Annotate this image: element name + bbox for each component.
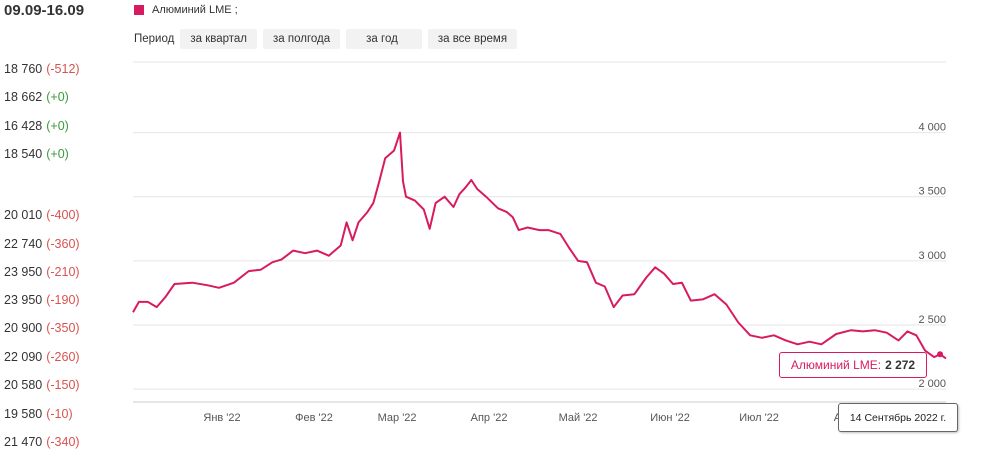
x-tick-label: Янв '22 — [203, 412, 240, 424]
price-value: 23 950 — [4, 293, 43, 307]
hover-point — [937, 351, 944, 358]
period-button-year[interactable]: за год — [346, 29, 422, 49]
price-row: 21 470 (-340) — [4, 435, 80, 449]
x-tick-label: Июл '22 — [739, 412, 779, 424]
x-tick-label: Апр '22 — [471, 412, 508, 424]
price-row: 22 090 (-260) — [4, 350, 80, 364]
period-selector: Период за квартал за полгода за год за в… — [134, 29, 523, 49]
tooltip-value: 2 272 — [885, 358, 916, 372]
price-value: 18 662 — [4, 90, 43, 104]
price-change: (-400) — [46, 208, 80, 222]
price-change: (+0) — [46, 119, 69, 133]
price-change: (+0) — [46, 147, 69, 161]
price-value: 20 010 — [4, 208, 43, 222]
period-button-all-time[interactable]: за все время — [427, 29, 518, 49]
price-value: 22 090 — [4, 350, 43, 364]
price-value: 18 540 — [4, 147, 43, 161]
x-tick-label: Июн '22 — [650, 412, 690, 424]
price-change: (-210) — [46, 265, 80, 279]
price-change: (-512) — [46, 62, 80, 76]
y-tick-label: 3 500 — [918, 186, 946, 198]
y-tick-label: 3 000 — [918, 250, 946, 262]
price-value: 22 740 — [4, 237, 43, 251]
price-value: 21 470 — [4, 435, 43, 449]
price-row: 23 950 (-210) — [4, 265, 80, 279]
price-list-column: 09.09-16.09 18 760 (-512) 18 662 (+0) 16 428… — [0, 0, 120, 453]
legend-label: Алюминий LME ; — [152, 4, 238, 16]
price-value: 20 900 — [4, 321, 43, 335]
price-value: 20 580 — [4, 378, 43, 392]
chart-legend[interactable]: Алюминий LME ; — [134, 4, 238, 16]
price-row: 18 760 (-512) — [4, 62, 80, 76]
series-line-aluminium — [132, 131, 947, 360]
price-change: (-10) — [46, 407, 73, 421]
price-change: (-360) — [46, 237, 80, 251]
price-row: 16 428 (+0) — [4, 119, 69, 133]
price-row: 20 010 (-400) — [4, 208, 80, 222]
price-change: (-350) — [46, 321, 80, 335]
date-tooltip: 14 Сентябрь 2022 г. — [838, 403, 958, 432]
price-change: (-340) — [46, 435, 80, 449]
price-change: (-260) — [46, 350, 80, 364]
period-label: Период — [134, 33, 175, 45]
date-range-label: 09.09-16.09 — [4, 2, 85, 19]
price-row: 20 900 (-350) — [4, 321, 80, 335]
value-tooltip: Алюминий LME: 2 272 — [779, 352, 927, 378]
price-change: (-190) — [46, 293, 80, 307]
tooltip-series-label: Алюминий LME: — [790, 358, 882, 372]
price-row: 19 580 (-10) — [4, 407, 73, 421]
price-row: 22 740 (-360) — [4, 237, 80, 251]
price-row: 18 540 (+0) — [4, 147, 69, 161]
period-button-quarter[interactable]: за квартал — [180, 29, 258, 49]
x-tick-label: Фев '22 — [295, 412, 333, 424]
price-row: 20 580 (-150) — [4, 378, 80, 392]
price-value: 19 580 — [4, 407, 43, 421]
x-tick-label: Май '22 — [559, 412, 598, 424]
price-value: 23 950 — [4, 265, 43, 279]
x-tick-label: Мар '22 — [378, 412, 417, 424]
y-tick-label: 4 000 — [918, 122, 946, 134]
price-row: 18 662 (+0) — [4, 90, 69, 104]
price-change: (-150) — [46, 378, 80, 392]
y-tick-label: 2 500 — [918, 314, 946, 326]
price-row: 23 950 (-190) — [4, 293, 80, 307]
legend-swatch — [134, 5, 144, 15]
price-change: (+0) — [46, 90, 69, 104]
price-value: 18 760 — [4, 62, 43, 76]
y-tick-label: 2 000 — [918, 378, 946, 390]
price-value: 16 428 — [4, 119, 43, 133]
period-button-half-year[interactable]: за полгода — [263, 29, 341, 49]
